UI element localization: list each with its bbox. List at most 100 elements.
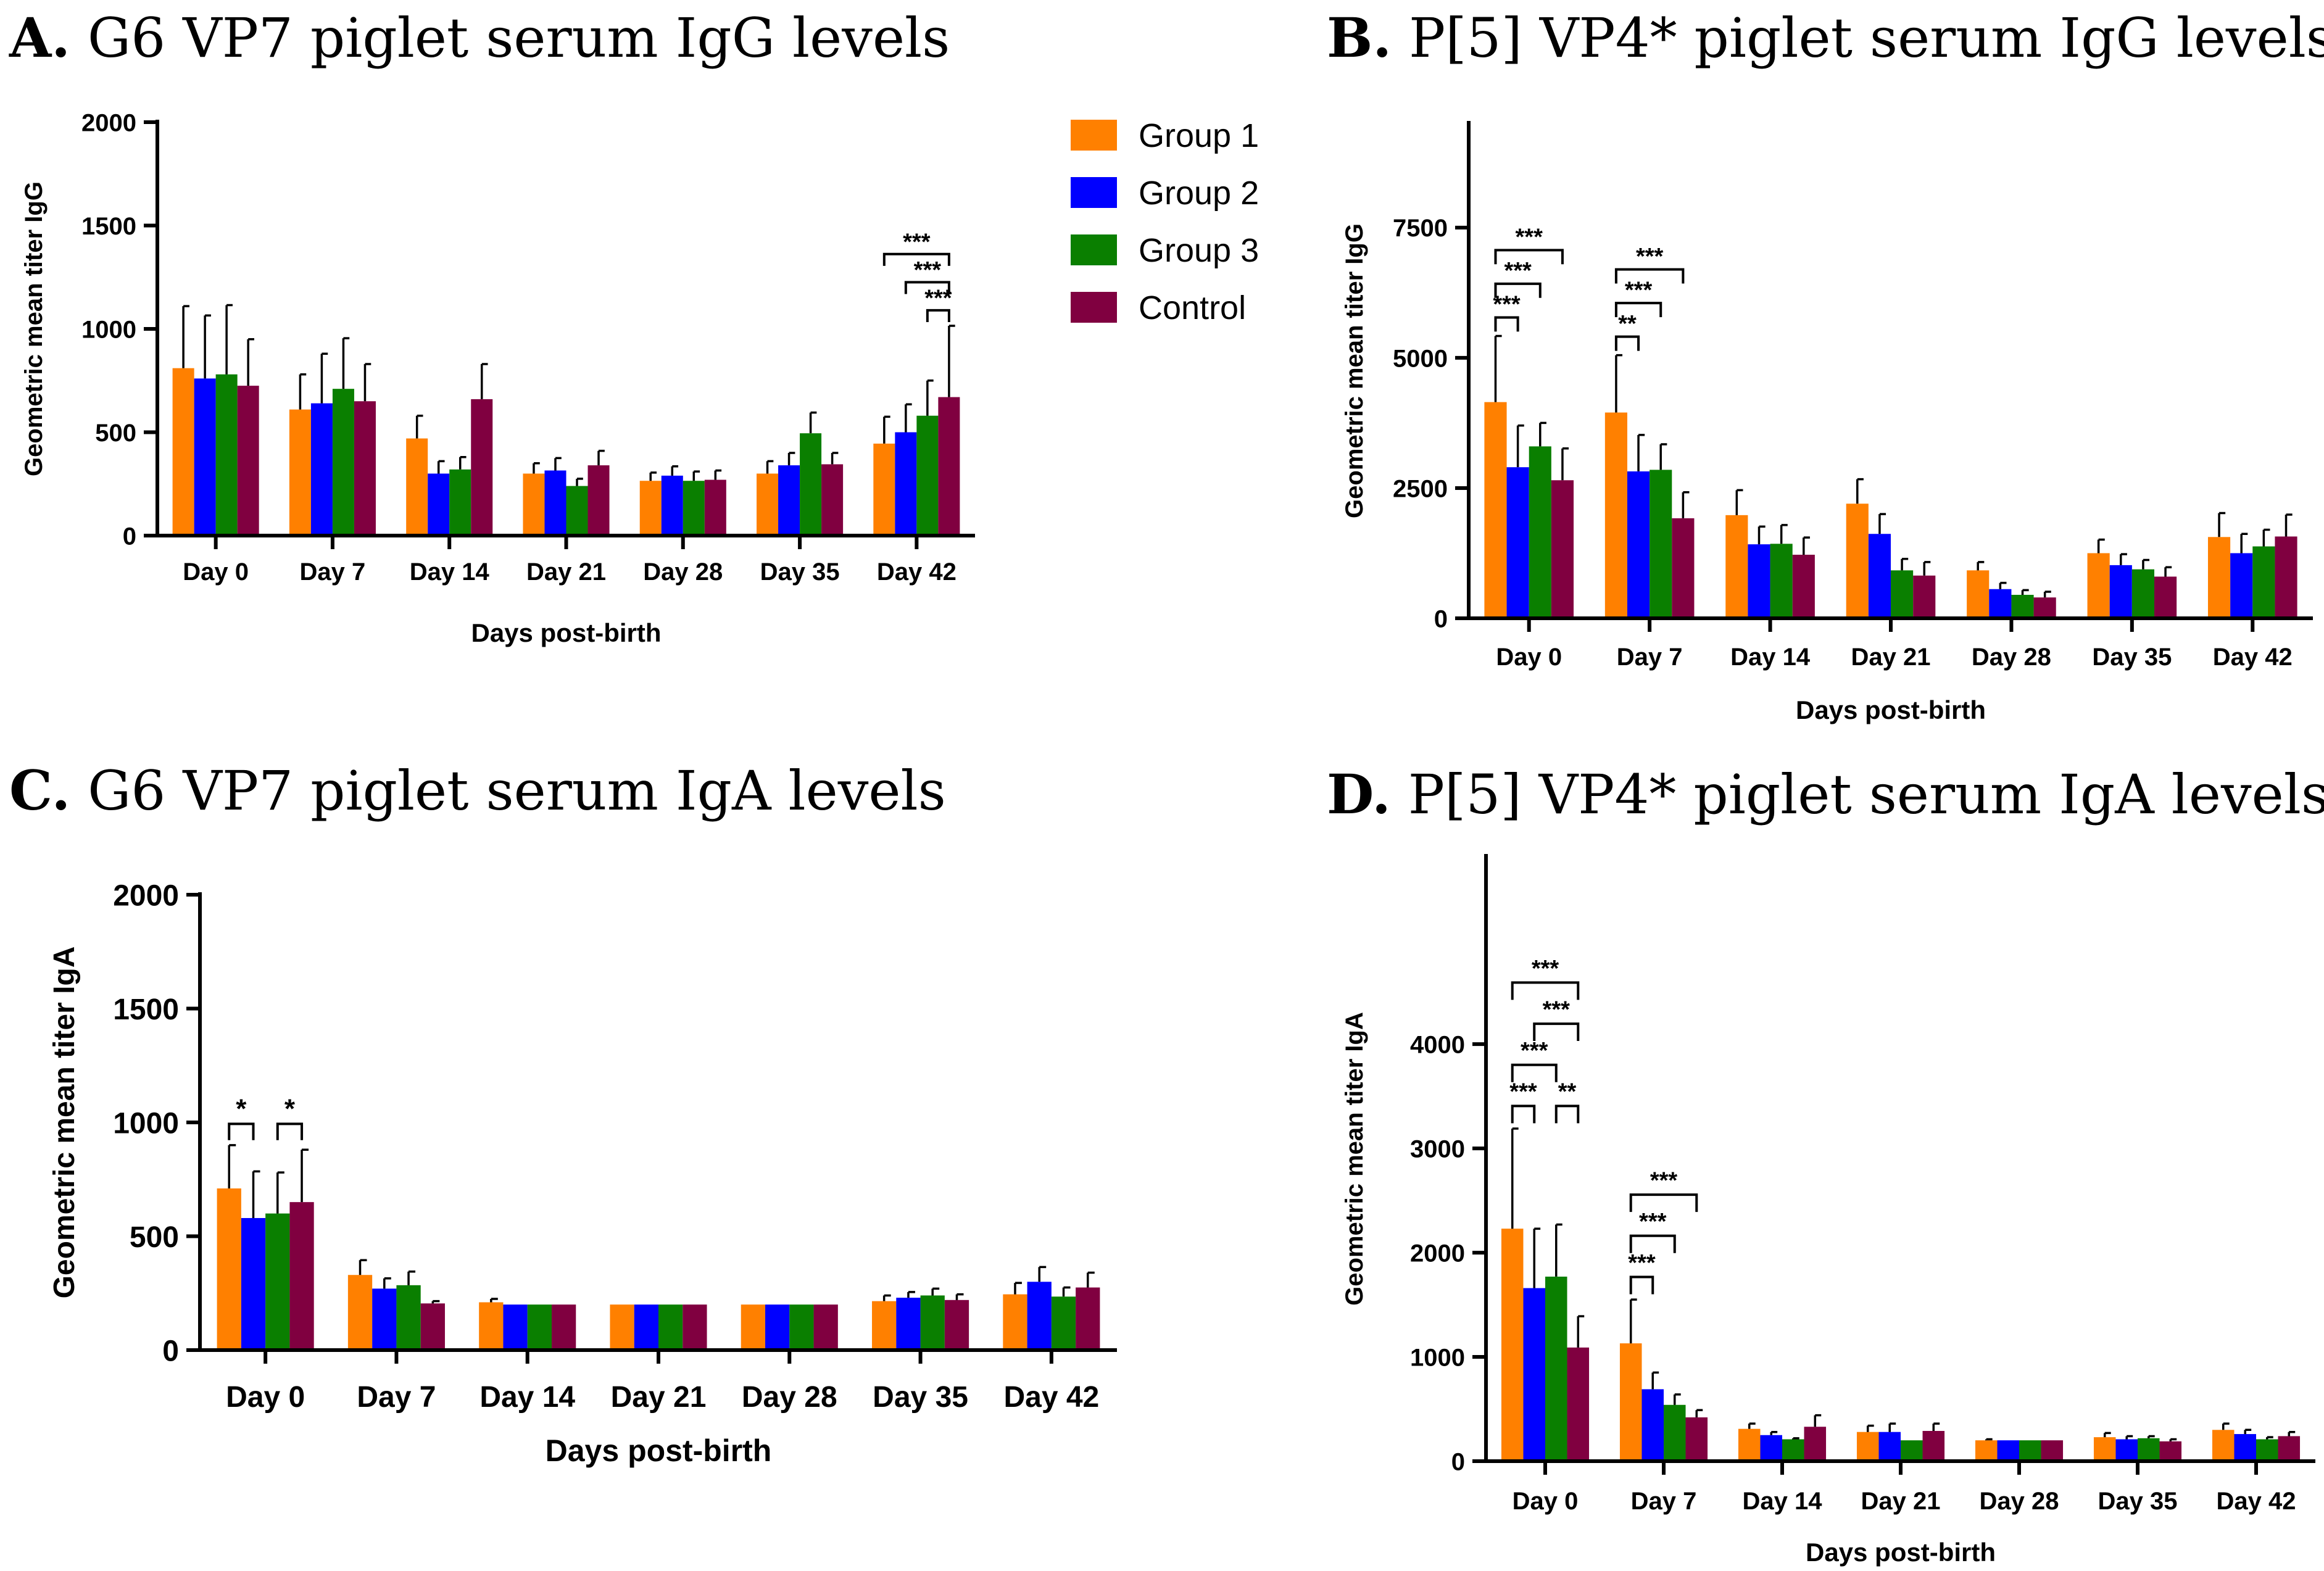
panel-c-errorbar-group-2-day-35 <box>907 1291 915 1298</box>
panel-a-xtick-label: Day 14 <box>410 558 490 586</box>
panel-a-bar-group-1-day-21 <box>523 473 545 536</box>
panel-c-bar-control-day-14 <box>551 1304 576 1350</box>
panel-b-xtick-label: Day 28 <box>1972 644 2051 671</box>
panel-b-bar-group-2-day-7 <box>1627 471 1650 618</box>
panel-c-sig-label-day-0: * <box>284 1093 296 1124</box>
panel-d-bar-control-day-35 <box>2159 1441 2182 1461</box>
panel-d-errorbar-control-day-35 <box>2169 1438 2177 1441</box>
panel-b-errorbar-group-3-day-14 <box>1780 524 1788 544</box>
panel-a-errorbar-group-3-day-21 <box>576 478 583 486</box>
panel-a-bar-group-3-day-7 <box>332 389 354 536</box>
panel-c-ytick-label: 500 <box>130 1221 179 1254</box>
panel-a-xtick-label: Day 0 <box>183 558 249 586</box>
panel-a-xtick-label: Day 35 <box>760 558 840 586</box>
panel-c-bar-group-3-day-42 <box>1051 1296 1076 1350</box>
panel-d-errorbar-control-day-42 <box>2288 1430 2296 1436</box>
panel-c-bar-group-1-day-7 <box>347 1275 373 1350</box>
panel-b-xtick-label: Day 35 <box>2092 644 2172 671</box>
panel-d-errorbar-group-2-day-0 <box>1533 1227 1541 1288</box>
panel-a-ytick-label: 1000 <box>81 316 136 343</box>
panel-b-errorbar-control-day-0 <box>1561 447 1569 481</box>
panel-b-bar-group-3-day-7 <box>1650 470 1672 618</box>
panel-d-errorbar-group-2-day-42 <box>2244 1428 2252 1435</box>
panel-b-bar-group-1-day-21 <box>1846 504 1869 618</box>
panel-a-bar-group-2-day-7 <box>310 403 333 536</box>
panel-a-errorbar-control-day-35 <box>831 452 839 465</box>
panel-a-ytick-label: 1500 <box>81 213 136 240</box>
panel-b-bar-control-day-0 <box>1551 480 1574 618</box>
panel-a-bar-group-2-day-14 <box>428 473 450 536</box>
panel-c-sig-bracket-day-0 <box>276 1122 304 1140</box>
panel-a-errorbar-group-2-day-42 <box>905 403 912 433</box>
panel-d-sig-bracket-day-7 <box>1629 1275 1654 1295</box>
legend-label-control: Control <box>1139 289 1246 326</box>
panel-a-bar-control-day-42 <box>938 397 960 536</box>
panel-b-errorbar-group-1-day-14 <box>1735 489 1743 515</box>
panel-a-sig-label-day-42: *** <box>903 230 931 255</box>
panel-b-bar-control-day-35 <box>2154 576 2177 618</box>
panel-a-sig-label-day-42: *** <box>924 286 952 312</box>
panel-d-bar-group-3-day-35 <box>2138 1438 2160 1461</box>
panel-b-title: B. P[5] VP4* piglet serum IgG levels <box>1327 6 2324 70</box>
panel-c-bar-group-1-day-0 <box>217 1188 241 1350</box>
panel-b-xtick-label: Day 0 <box>1496 644 1562 671</box>
panel-c-bar-control-day-35 <box>944 1299 969 1350</box>
panel-d-errorbar-group-1-day-14 <box>1748 1422 1756 1429</box>
panel-c-errorbar-group-1-day-14 <box>490 1298 498 1303</box>
panel-a-errorbar-group-2-day-7 <box>320 352 328 404</box>
panel-a-errorbar-group-3-day-42 <box>926 379 934 416</box>
panel-a-bar-group-2-day-0 <box>194 378 216 536</box>
panel-c-axes <box>198 892 1117 1352</box>
panel-d-bar-group-1-day-21 <box>1856 1432 1879 1461</box>
panel-d-errorbar-group-2-day-35 <box>2125 1435 2133 1440</box>
panel-c-xtick-label: Day 28 <box>742 1381 837 1414</box>
panel-a-bar-group-3-day-21 <box>566 486 588 536</box>
panel-b-ytick-label: 2500 <box>1393 475 1448 502</box>
panel-c-errorbar-group-3-day-35 <box>931 1287 940 1296</box>
panel-d-sig-bracket-day-7 <box>1629 1193 1698 1212</box>
panel-d-sig-bracket-day-7 <box>1629 1234 1676 1253</box>
panel-b-errorbar-group-3-day-35 <box>2142 558 2150 570</box>
panel-b-errorbar-control-day-7 <box>1682 491 1690 518</box>
legend-swatch-group-1 <box>1071 120 1117 151</box>
panel-b-bar-group-3-day-28 <box>2011 595 2034 618</box>
panel-d-sig-label-day-7: *** <box>1639 1209 1667 1235</box>
panel-d-bar-group-2-day-14 <box>1760 1435 1782 1461</box>
panel-b-bar-group-2-day-0 <box>1506 467 1529 618</box>
panel-d-title: D. P[5] VP4* piglet serum IgA levels <box>1327 762 2324 826</box>
panel-c-bar-control-day-28 <box>813 1304 838 1350</box>
panel-a-bar-control-day-35 <box>821 464 844 536</box>
panel-b-sig-bracket-day-0 <box>1494 249 1564 265</box>
panel-a-bar-group-1-day-42 <box>873 443 895 536</box>
panel-b-errorbar-control-day-42 <box>2285 513 2293 537</box>
panel-a-errorbar-group-2-day-35 <box>787 452 795 466</box>
panel-b-xtick-label: Day 21 <box>1851 644 1931 671</box>
panel-b-errorbar-group-1-day-0 <box>1494 334 1502 402</box>
panel-d-errorbar-group-3-day-14 <box>1792 1437 1799 1440</box>
panel-a-sig-label-day-42: *** <box>914 257 942 283</box>
panel-d-bar-group-1-day-14 <box>1738 1428 1761 1461</box>
panel-d-bar-group-1-day-0 <box>1501 1229 1524 1461</box>
panel-b-sig-bracket-day-0 <box>1494 282 1542 298</box>
panel-d-sig-bracket-day-0 <box>1511 1063 1558 1082</box>
panel-d-errorbar-group-1-day-0 <box>1511 1127 1519 1229</box>
panel-b-errorbar-group-3-day-28 <box>2021 589 2029 595</box>
panel-a-title: A. G6 VP7 piglet serum IgG levels <box>9 6 950 70</box>
panel-a-bar-group-1-day-28 <box>639 481 662 536</box>
panel-d-ytick-label: 4000 <box>1410 1032 1465 1059</box>
panel-a-errorbar-control-day-0 <box>247 338 254 386</box>
panel-c-ytick-label: 2000 <box>113 879 179 912</box>
panel-c-errorbar-group-1-day-7 <box>359 1259 367 1275</box>
panel-a-x-axis-title: Days post-birth <box>471 618 661 647</box>
panel-b-bar-control-day-7 <box>1672 518 1695 618</box>
panel-c-bar-group-2-day-42 <box>1027 1282 1052 1350</box>
panel-d-bar-group-1-day-7 <box>1619 1343 1642 1461</box>
panel-b-errorbar-group-1-day-28 <box>1977 561 1985 571</box>
panel-c-bar-control-day-21 <box>683 1304 707 1350</box>
panel-d-errorbar-group-2-day-14 <box>1770 1430 1778 1435</box>
panel-d-ytick-label: 2000 <box>1410 1240 1465 1267</box>
panel-b-bar-group-3-day-42 <box>2252 546 2275 618</box>
panel-d-xtick-label: Day 0 <box>1513 1488 1579 1515</box>
panel-d-errorbar-control-day-21 <box>1932 1422 1940 1431</box>
panel-a-bar-group-2-day-42 <box>895 432 917 536</box>
